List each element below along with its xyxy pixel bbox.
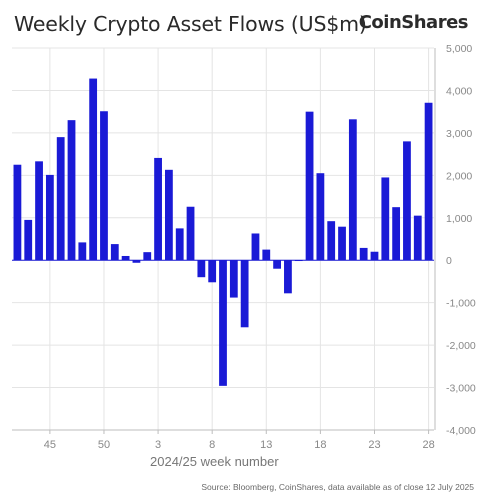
y-tick-label: 0: [446, 255, 452, 267]
bars: [12, 78, 434, 386]
bar-week-47: [67, 120, 76, 261]
bar-week-21: [348, 119, 357, 261]
bar-week-26: [403, 141, 411, 261]
x-tick-label: 3: [155, 439, 161, 451]
bar-week-5: [175, 228, 184, 261]
y-tick-label: 5,000: [446, 43, 472, 55]
bar-week-43: [24, 219, 33, 261]
x-tick-label: 23: [368, 439, 380, 451]
bar-week-6: [186, 206, 195, 261]
y-tick-label: -3,000: [446, 383, 476, 395]
bar-week-25: [392, 207, 401, 261]
bar-week-23: [370, 251, 379, 261]
x-tick-label: 8: [209, 439, 215, 451]
y-tick-label: -4,000: [446, 425, 476, 437]
y-tick-label: -2,000: [446, 340, 476, 352]
bar-week-12: [251, 233, 260, 261]
x-tick-label: 18: [314, 439, 326, 451]
x-tick-label: 45: [44, 439, 56, 451]
x-tick-label: 13: [260, 439, 272, 451]
bar-week-27: [413, 215, 422, 261]
brand-logo: CoinShares: [358, 12, 469, 33]
bar-week-22: [359, 247, 368, 261]
bar-week-45: [45, 174, 54, 261]
bar-week-1: [132, 260, 141, 263]
bar-week-28: [424, 102, 433, 261]
x-tick-label: 28: [422, 439, 434, 451]
y-tick-label: 1,000: [446, 213, 472, 225]
bar-week-49: [89, 78, 98, 261]
bar-week-52: [121, 255, 130, 261]
bar-week-50: [100, 111, 108, 261]
bar-week-11: [240, 260, 249, 328]
bar-week-14: [273, 260, 281, 269]
bar-week-42: [13, 164, 22, 261]
source-note: Source: Bloomberg, CoinShares, data avai…: [201, 482, 474, 492]
bar-week-17: [305, 111, 314, 261]
bar-week-15: [284, 260, 292, 294]
bar-week-9: [219, 260, 227, 386]
bar-week-44: [35, 161, 43, 261]
bar-week-51: [110, 244, 119, 261]
x-tick-label: 50: [98, 439, 110, 451]
bar-week-2: [143, 252, 152, 261]
y-tick-label: 3,000: [446, 128, 472, 140]
bar-week-13: [262, 249, 271, 261]
bar-week-8: [208, 260, 217, 283]
bar-week-3: [154, 157, 162, 261]
y-tick-label: 2,000: [446, 170, 472, 182]
bar-week-7: [197, 260, 206, 278]
bar-week-4: [165, 169, 173, 261]
x-axis-label: 2024/25 week number: [150, 454, 279, 469]
y-axis: 5,000 4,000 3,000 2,000 1,000 0 -1,000 -2,000 -3…: [434, 43, 476, 437]
bar-week-19: [327, 221, 336, 261]
x-axis: 45 50 3 8 13 18 23 28: [12, 429, 435, 451]
bar-week-20: [338, 226, 346, 261]
chart-title: Weekly Crypto Asset Flows (US$m): [14, 12, 367, 36]
bar-week-10: [229, 260, 238, 298]
bar-week-48: [78, 242, 87, 261]
y-tick-label: 4,000: [446, 85, 472, 97]
bar-week-46: [56, 137, 65, 261]
y-tick-label: -1,000: [446, 298, 476, 310]
bar-week-24: [381, 177, 390, 261]
bar-week-18: [316, 173, 325, 261]
